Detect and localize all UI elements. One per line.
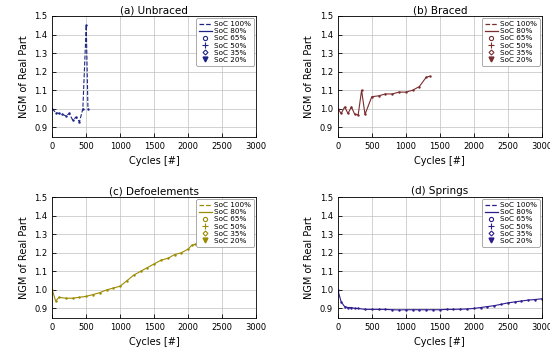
Y-axis label: NGM of Real Part: NGM of Real Part [304, 35, 314, 118]
Legend: SoC 100%, SoC 80%, SoC 65%, SoC 50%, SoC 35%, SoC 20%: SoC 100%, SoC 80%, SoC 65%, SoC 50%, SoC… [196, 18, 254, 66]
Title: (d) Springs: (d) Springs [411, 186, 469, 196]
X-axis label: Cycles [#]: Cycles [#] [414, 337, 465, 347]
Title: (c) Defoelements: (c) Defoelements [109, 186, 199, 196]
X-axis label: Cycles [#]: Cycles [#] [129, 156, 180, 166]
Legend: SoC 100%, SoC 80%, SoC 65%, SoC 50%, SoC 35%, SoC 20%: SoC 100%, SoC 80%, SoC 65%, SoC 50%, SoC… [482, 199, 540, 247]
Y-axis label: NGM of Real Part: NGM of Real Part [304, 216, 314, 299]
Title: (a) Unbraced: (a) Unbraced [120, 5, 188, 15]
X-axis label: Cycles [#]: Cycles [#] [414, 156, 465, 166]
Legend: SoC 100%, SoC 80%, SoC 65%, SoC 50%, SoC 35%, SoC 20%: SoC 100%, SoC 80%, SoC 65%, SoC 50%, SoC… [482, 18, 540, 66]
Title: (b) Braced: (b) Braced [412, 5, 467, 15]
Y-axis label: NGM of Real Part: NGM of Real Part [19, 216, 29, 299]
Legend: SoC 100%, SoC 80%, SoC 65%, SoC 50%, SoC 35%, SoC 20%: SoC 100%, SoC 80%, SoC 65%, SoC 50%, SoC… [196, 199, 254, 247]
Y-axis label: NGM of Real Part: NGM of Real Part [19, 35, 29, 118]
X-axis label: Cycles [#]: Cycles [#] [129, 337, 180, 347]
